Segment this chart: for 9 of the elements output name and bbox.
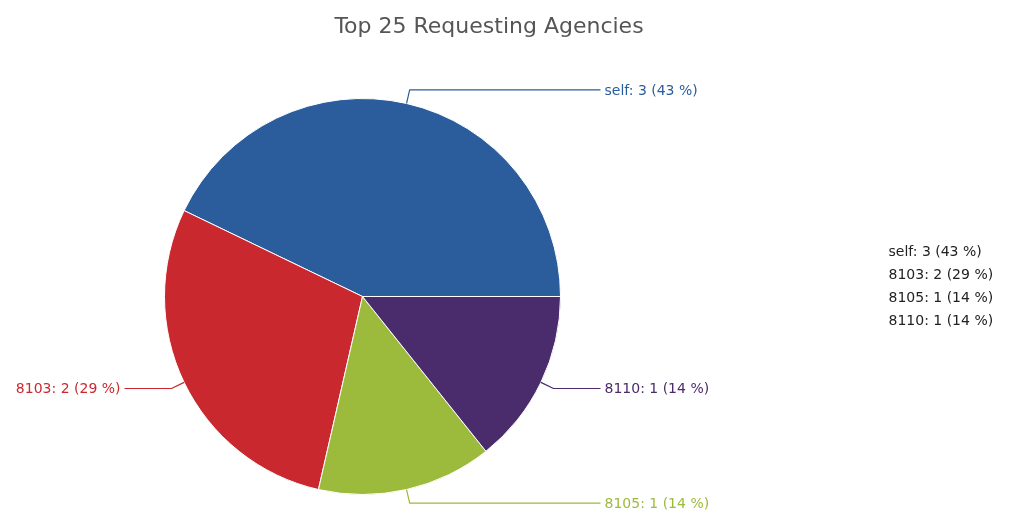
category-label: 8110: 1 (14 %)	[888, 311, 994, 328]
slice-label: 8110: 1 (14 %)	[604, 380, 710, 397]
slice-label: self: 3 (43 %)	[604, 81, 698, 98]
slice-label: 8103: 2 (29 %)	[15, 380, 121, 397]
slice-label: 8105: 1 (14 %)	[604, 495, 710, 512]
category-label: self: 3 (43 %)	[888, 242, 982, 259]
chart-title: Top 25 Requesting Agencies	[333, 13, 644, 38]
category-label: 8103: 2 (29 %)	[888, 265, 994, 282]
category-label: 8105: 1 (14 %)	[888, 288, 994, 305]
